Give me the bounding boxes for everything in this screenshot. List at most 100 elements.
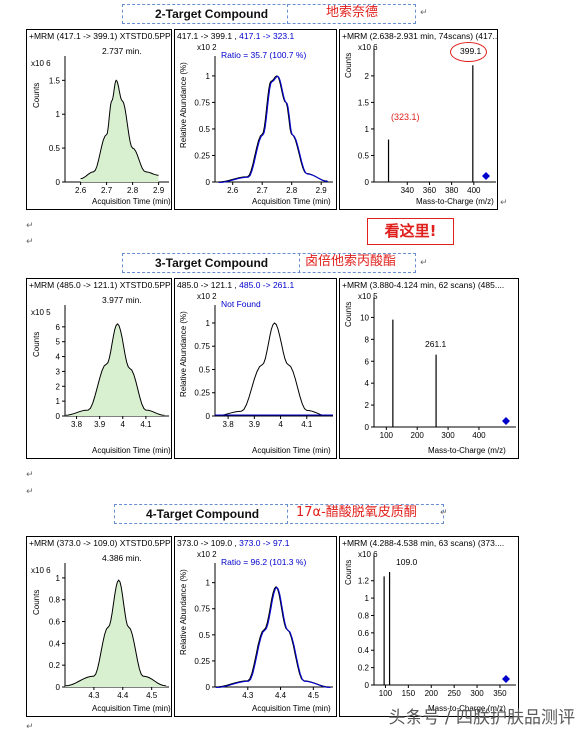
x-tick-label: 4.3 xyxy=(88,691,100,700)
spectrum-plot: 100 150 200 250 300 350 0 0.2 0.4 0.6 0.8 1 1.2 xyxy=(358,555,516,698)
x-tick-label: 380 xyxy=(445,186,459,195)
x-tick-label: 150 xyxy=(402,689,416,698)
section-3-spectrum-panel: +MRM (3.880-4.124 min, 62 scans) (485...… xyxy=(339,278,519,459)
y-tick-label: 0.5 xyxy=(199,125,211,134)
ratio-plot: 2.6 2.7 2.8 2.9 0 0.25 0.5 0.75 1 xyxy=(194,56,333,195)
y-multiplier: x10 5 xyxy=(358,292,378,301)
paragraph-mark: ↵ xyxy=(26,221,34,231)
y-tick-label: 1.5 xyxy=(358,98,370,107)
y-tick-label: 3 xyxy=(56,367,61,376)
x-tick-label: 100 xyxy=(380,431,394,440)
y-tick-label: 1.5 xyxy=(49,76,61,85)
qualifier-trace xyxy=(218,75,328,184)
x-axis-label: Acquisition Time (min) xyxy=(92,704,171,713)
spectrum-peak-label: 261.1 xyxy=(425,339,447,349)
peak-label: 2.737 min. xyxy=(102,46,142,56)
y-tick-label: 0.8 xyxy=(49,596,61,605)
x-tick-label: 4.4 xyxy=(275,691,287,700)
x-axis-label: Acquisition Time (min) xyxy=(252,704,331,713)
x-tick-label: 340 xyxy=(401,186,415,195)
y-tick-label: 8 xyxy=(365,335,370,344)
x-tick-label: 300 xyxy=(441,431,455,440)
spectrum-plot: 100 200 300 400 0 2 4 6 8 10 xyxy=(360,297,516,440)
ratio-header: 373.0 -> 109.0 , 373.0 -> 97.1 xyxy=(177,538,290,548)
y-tick-label: 0 xyxy=(206,178,211,187)
ratio-plot: 3.8 3.9 4 4.1 0 0.25 0.5 0.75 1 xyxy=(194,305,333,429)
y-tick-label: 0.6 xyxy=(358,629,370,638)
y-multiplier: x10 5 xyxy=(31,308,51,317)
y-tick-label: 0 xyxy=(365,423,370,432)
spectrum-peak-label-secondary: (323.1) xyxy=(391,112,420,122)
ratio-header-quant: 417.1 -> 399.1 , xyxy=(177,31,240,41)
spectrum-header: +MRM (3.880-4.124 min, 62 scans) (485...… xyxy=(342,280,505,290)
x-tick-label: 200 xyxy=(411,431,425,440)
y-tick-label: 2 xyxy=(365,72,370,81)
y-tick-label: 1 xyxy=(56,110,61,119)
ratio-header: 417.1 -> 399.1 , 417.1 -> 323.1 xyxy=(177,31,294,41)
y-multiplier: x10 2 xyxy=(197,292,217,301)
y-tick-label: 1 xyxy=(365,594,370,603)
x-tick-label: 2.9 xyxy=(316,186,328,195)
y-tick-label: 0.25 xyxy=(194,657,210,666)
x-axis-label: Mass-to-Charge (m/z) xyxy=(416,197,494,206)
y-tick-label: 0.8 xyxy=(358,611,370,620)
ratio-plot: 4.3 4.4 4.5 0 0.25 0.5 0.75 1 xyxy=(194,563,333,700)
peak-area xyxy=(80,80,159,182)
y-tick-label: 0 xyxy=(365,178,370,187)
y-tick-label: 0 xyxy=(56,412,61,421)
x-tick-label: 3.9 xyxy=(94,420,106,429)
spectrum-peak-label: 109.0 xyxy=(396,557,418,567)
y-tick-label: 1 xyxy=(365,125,370,134)
x-tick-label: 400 xyxy=(472,431,486,440)
y-tick-label: 5 xyxy=(56,338,61,347)
y-tick-label: 0.4 xyxy=(49,639,61,648)
y-tick-label: 0.75 xyxy=(194,605,210,614)
paragraph-mark: ↵ xyxy=(26,237,34,247)
spectrum-plot: 340 360 380 400 0 0.5 1 1.5 2 xyxy=(358,48,496,195)
section-4-title-divider xyxy=(287,504,289,524)
y-tick-label: 1 xyxy=(206,579,211,588)
chromatogram-header: +MRM (373.0 -> 109.0) XTSTD0.5PPM.d xyxy=(29,538,172,548)
section-4-ratio-panel: 373.0 -> 109.0 , 373.0 -> 97.1 x10 2 Rat… xyxy=(174,536,337,717)
y-tick-label: 0.4 xyxy=(358,646,370,655)
section-2-title-divider xyxy=(287,4,289,24)
y-tick-label: 1 xyxy=(56,574,61,583)
paragraph-mark: ↵ xyxy=(420,258,428,268)
section-2-title-cn: 地索奈德 xyxy=(326,5,379,20)
spectrum-header: +MRM (2.638-2.931 min, 74scans) (417... xyxy=(342,31,498,41)
ratio-annotation: Not Found xyxy=(221,299,261,309)
x-tick-label: 4.5 xyxy=(146,691,158,700)
x-tick-label: 300 xyxy=(470,689,484,698)
y-tick-label: 0.5 xyxy=(199,365,211,374)
peak-label: 4.386 min. xyxy=(102,553,142,563)
quantifier-trace xyxy=(214,322,328,417)
section-4-title-box xyxy=(114,504,444,524)
paragraph-mark: ↵ xyxy=(26,487,34,497)
x-tick-label: 3.8 xyxy=(223,420,235,429)
ratio-header-qualifier: 485.0 -> 261.1 xyxy=(239,280,295,290)
section-3-ratio-panel: 485.0 -> 121.1 , 485.0 -> 261.1 x10 2 No… xyxy=(174,278,337,459)
section-3-title-divider xyxy=(299,253,301,273)
y-multiplier: x10 6 xyxy=(358,43,378,52)
section-4-spectrum-panel: +MRM (4.288-4.538 min, 63 scans) (373...… xyxy=(339,536,519,717)
peak-area xyxy=(65,580,167,687)
paragraph-mark: ↵ xyxy=(420,8,428,18)
x-tick-label: 100 xyxy=(379,689,393,698)
section-2-title-en: 2-Target Compound xyxy=(155,7,269,21)
peak-area xyxy=(65,323,165,416)
watermark: 头条号 / 四朕护肤品测评 xyxy=(388,708,575,728)
chromatogram-plot: 3.8 3.9 4 4.1 0 1 2 3 4 5 6 xyxy=(56,305,169,429)
x-tick-label: 4 xyxy=(121,420,126,429)
x-tick-label: 200 xyxy=(425,689,439,698)
y-multiplier: x10 6 xyxy=(31,566,51,575)
y-tick-label: 0 xyxy=(365,681,370,690)
y-tick-label: 1 xyxy=(56,397,61,406)
y-tick-label: 4 xyxy=(365,379,370,388)
section-3-chromatogram-panel: +MRM (485.0 -> 121.1) XTSTD0.5PPM.d x10 … xyxy=(26,278,172,459)
precursor-marker xyxy=(502,417,510,425)
x-tick-label: 2.6 xyxy=(227,186,239,195)
y-tick-label: 1.2 xyxy=(358,577,370,586)
y-tick-label: 0.75 xyxy=(194,98,210,107)
x-axis-label: Acquisition Time (min) xyxy=(92,197,171,206)
x-tick-label: 3.9 xyxy=(249,420,261,429)
